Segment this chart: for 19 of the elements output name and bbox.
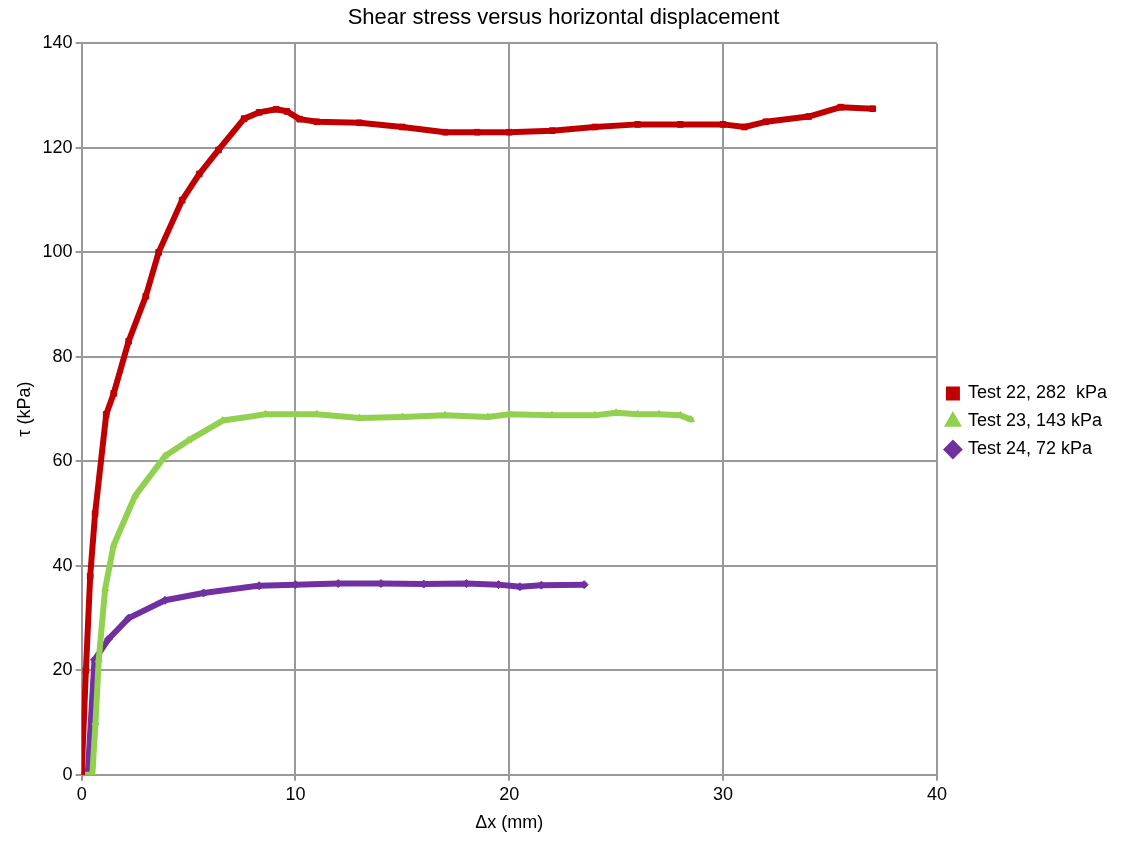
y-tick-label: 140 xyxy=(42,32,73,53)
chart-title: Shear stress versus horizontal displacement xyxy=(347,4,780,30)
legend-label: Test 24, 72 kPa xyxy=(967,438,1093,459)
y-tick-label: 120 xyxy=(42,136,73,157)
x-tick-label: 40 xyxy=(926,783,947,804)
x-tick-label: 10 xyxy=(285,783,306,804)
y-tick-label: 60 xyxy=(52,450,73,471)
y-axis-title: τ (kPa) xyxy=(13,381,34,437)
x-axis-title: Δx (mm) xyxy=(475,812,544,833)
y-tick-label: 100 xyxy=(42,241,73,262)
legend-label: Test 22, 282 kPa xyxy=(967,382,1108,403)
legend-label: Test 23, 143 kPa xyxy=(967,410,1103,431)
x-tick-label: 30 xyxy=(713,783,734,804)
y-tick-label: 80 xyxy=(52,345,73,366)
y-tick-label: 20 xyxy=(52,659,73,680)
x-tick-label: 20 xyxy=(499,783,520,804)
y-tick-label: 0 xyxy=(62,763,73,784)
x-tick-label: 0 xyxy=(76,783,87,804)
y-tick-label: 40 xyxy=(52,554,73,575)
